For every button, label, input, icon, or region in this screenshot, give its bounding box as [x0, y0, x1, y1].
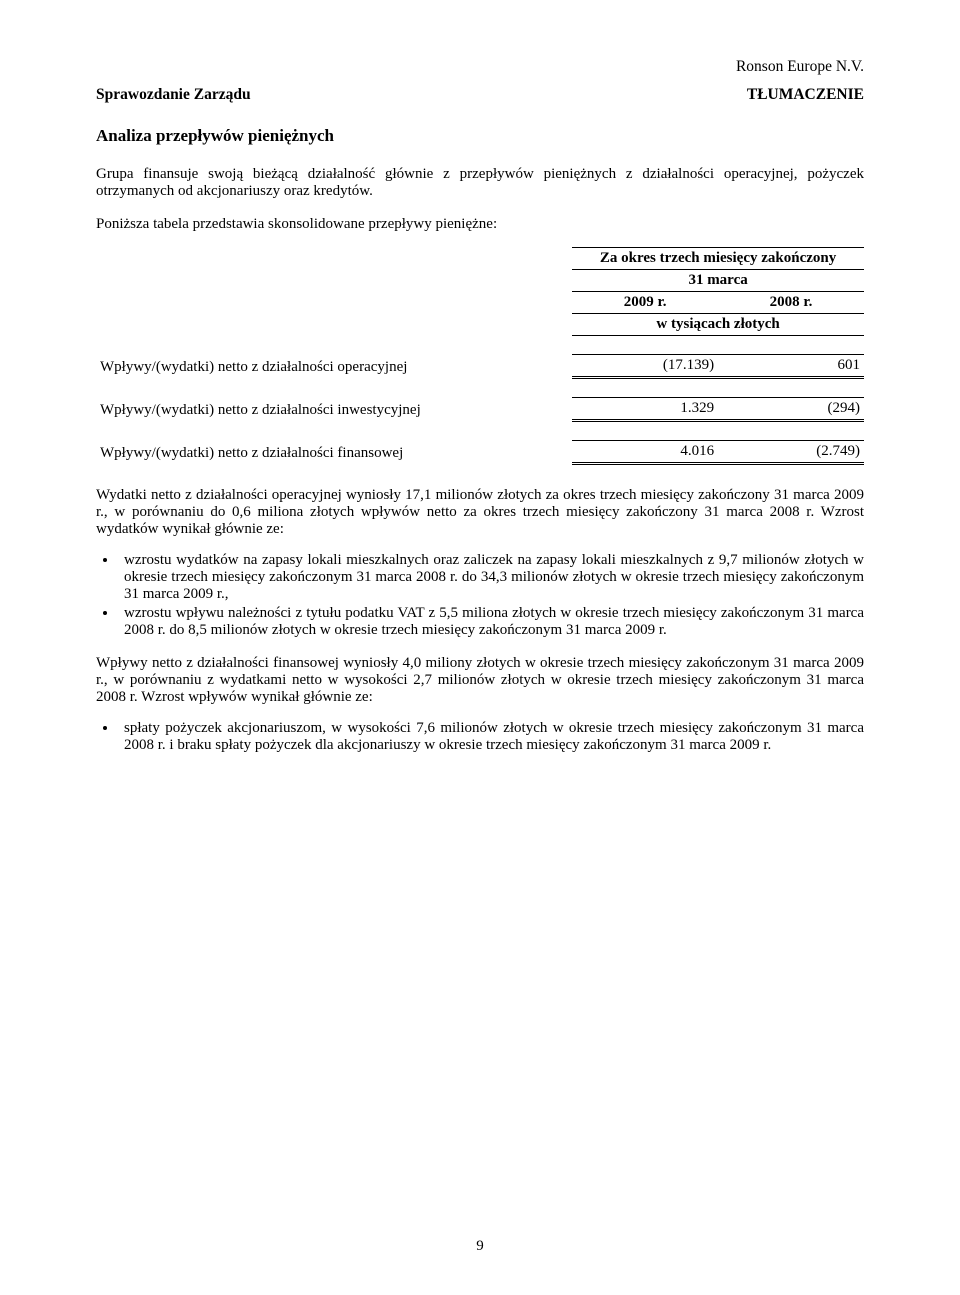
sub-header: Sprawozdanie Zarządu TŁUMACZENIE [96, 86, 864, 104]
body-paragraph-2: Wydatki netto z działalności operacyjnej… [96, 487, 864, 538]
row-value-2008: 601 [718, 355, 864, 378]
intro-paragraph-1: Grupa finansuje swoją bieżącą działalnoś… [96, 166, 864, 200]
row-label: Wpływy/(wydatki) netto z działalności fi… [96, 441, 572, 464]
list-item: wzrostu wydatków na zapasy lokali mieszk… [118, 552, 864, 603]
subhead-right: TŁUMACZENIE [747, 86, 864, 104]
table-header-row-unit: w tysiącach złotych [96, 314, 864, 336]
list-item: spłaty pożyczek akcjonariuszom, w wysoko… [118, 720, 864, 754]
table-header-row-1: Za okres trzech miesięcy zakończony [96, 248, 864, 270]
bullet-list-1: wzrostu wydatków na zapasy lokali mieszk… [96, 552, 864, 639]
table-header-row-years: 2009 r. 2008 r. [96, 292, 864, 314]
table-row: Wpływy/(wydatki) netto z działalności fi… [96, 441, 864, 464]
page-number: 9 [0, 1238, 960, 1255]
section-title: Analiza przepływów pieniężnych [96, 126, 864, 146]
row-value-2009: (17.139) [572, 355, 718, 378]
row-label: Wpływy/(wydatki) netto z działalności op… [96, 355, 572, 378]
table-row: Wpływy/(wydatki) netto z działalności in… [96, 398, 864, 421]
table-unit: w tysiącach złotych [572, 314, 864, 336]
row-value-2008: (2.749) [718, 441, 864, 464]
company-name: Ronson Europe N.V. [96, 58, 864, 76]
list-item: wzrostu wpływu należności z tytułu podat… [118, 605, 864, 639]
cashflow-table: Za okres trzech miesięcy zakończony 31 m… [96, 247, 864, 465]
bullet-list-2: spłaty pożyczek akcjonariuszom, w wysoko… [96, 720, 864, 754]
body-paragraph-3: Wpływy netto z działalności finansowej w… [96, 655, 864, 706]
table-year-2: 2008 r. [718, 292, 864, 314]
table-header-period: Za okres trzech miesięcy zakończony [572, 248, 864, 270]
intro-paragraph-2: Poniższa tabela przedstawia skonsolidowa… [96, 216, 864, 233]
table-row: Wpływy/(wydatki) netto z działalności op… [96, 355, 864, 378]
subhead-left: Sprawozdanie Zarządu [96, 86, 251, 104]
table-header-date: 31 marca [572, 270, 864, 292]
row-value-2009: 1.329 [572, 398, 718, 421]
row-label: Wpływy/(wydatki) netto z działalności in… [96, 398, 572, 421]
row-value-2008: (294) [718, 398, 864, 421]
row-value-2009: 4.016 [572, 441, 718, 464]
table-year-1: 2009 r. [572, 292, 718, 314]
table-header-row-2: 31 marca [96, 270, 864, 292]
